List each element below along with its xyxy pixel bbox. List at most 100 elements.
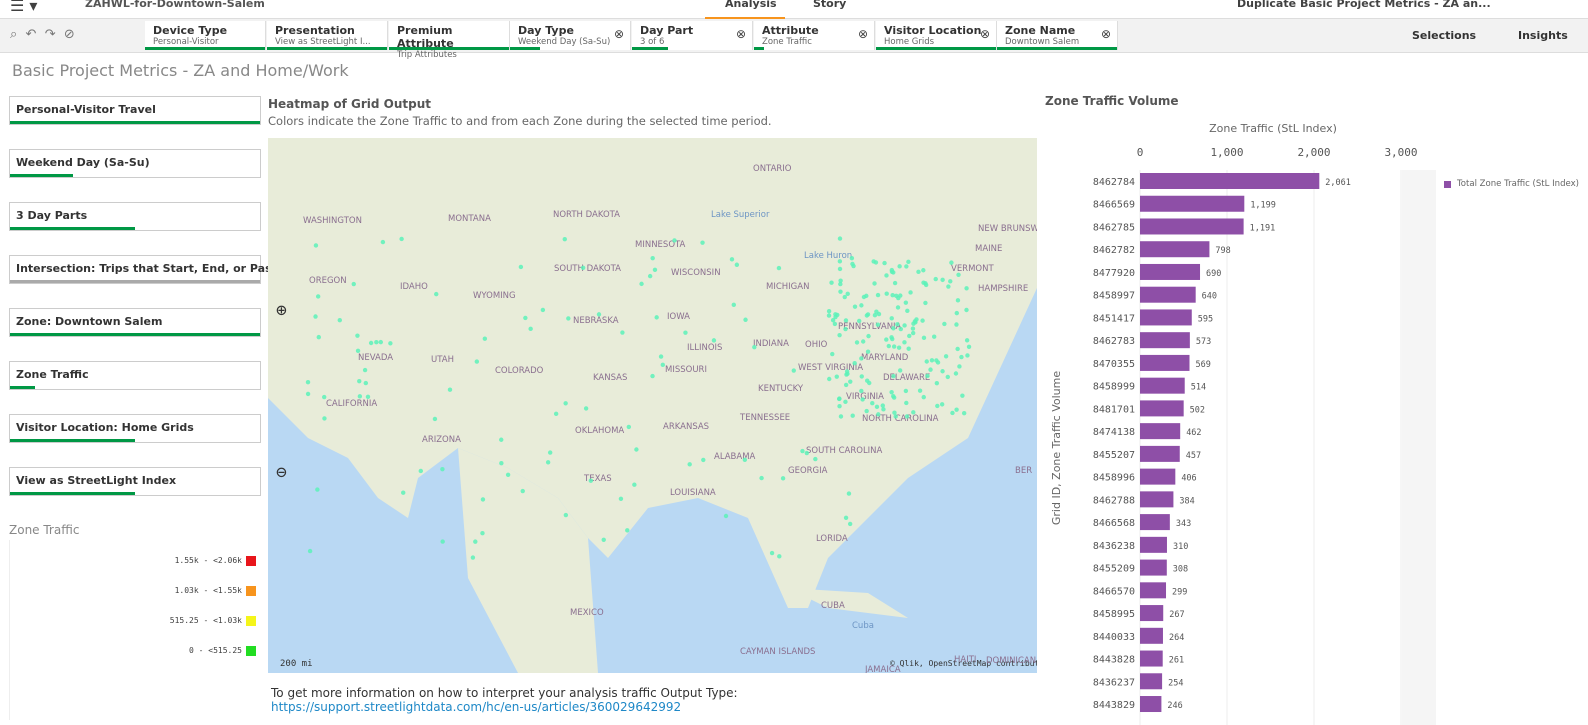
map-point bbox=[355, 348, 361, 354]
filter-chip[interactable]: Zone Name Downtown Salem ⊗ bbox=[997, 21, 1118, 50]
map-point bbox=[940, 369, 945, 374]
y-axis-title: Grid ID, Zone Traffic Volume bbox=[1050, 371, 1063, 525]
filter-progress bbox=[510, 47, 540, 50]
menu-button[interactable]: ☰ ▾ bbox=[10, 0, 38, 15]
bar bbox=[1140, 332, 1190, 349]
map-point bbox=[322, 394, 327, 400]
clear-button[interactable]: ⊗ bbox=[613, 27, 624, 41]
tab[interactable]: Story bbox=[813, 0, 847, 10]
value-label: 690 bbox=[1206, 269, 1221, 279]
y-tick-label: 8462783 bbox=[1093, 336, 1135, 347]
map-point bbox=[957, 364, 962, 369]
bar bbox=[1140, 491, 1174, 508]
filter-chip[interactable]: Day Part 3 of 6 ⊗ bbox=[632, 21, 753, 50]
map-point bbox=[943, 354, 949, 359]
filter-chip[interactable]: Premium Attribute Trip Attributes bbox=[389, 21, 510, 60]
scrollbar[interactable] bbox=[1402, 170, 1436, 725]
map-point bbox=[687, 462, 692, 467]
y-tick-label: 8440033 bbox=[1093, 632, 1135, 643]
map-point bbox=[368, 340, 374, 346]
map-label: SOUTH CAROLINA bbox=[806, 446, 883, 456]
sidebar-item[interactable]: Personal-Visitor Travel bbox=[9, 96, 261, 125]
map-point bbox=[864, 408, 869, 414]
zoom-out[interactable]: ⊖ bbox=[276, 462, 287, 483]
chart-title: Zone Traffic Volume bbox=[1045, 94, 1179, 108]
clear-button[interactable]: ⊗ bbox=[857, 27, 868, 41]
insights-button[interactable]: Insights bbox=[1518, 29, 1568, 42]
tab[interactable]: Analysis bbox=[725, 0, 777, 10]
map-point bbox=[836, 396, 842, 402]
map-label: OREGON bbox=[309, 276, 347, 286]
sidebar-item[interactable]: Visitor Location: Home Grids bbox=[9, 414, 261, 443]
filter-value: Zone Traffic bbox=[762, 37, 812, 47]
map-point bbox=[884, 291, 889, 296]
value-label: 595 bbox=[1198, 314, 1213, 324]
legend-swatch bbox=[246, 646, 256, 656]
map-point bbox=[914, 317, 919, 322]
map-point bbox=[566, 316, 571, 321]
bar bbox=[1140, 445, 1180, 462]
x-tick-label: 0 bbox=[1137, 146, 1144, 159]
map-point bbox=[731, 302, 736, 308]
bar bbox=[1140, 673, 1163, 690]
map-point bbox=[896, 345, 902, 350]
clear-button[interactable]: ⊗ bbox=[735, 27, 746, 41]
map-point bbox=[956, 272, 961, 277]
map-point bbox=[777, 554, 782, 559]
filter-chip[interactable]: Presentation View as StreetLight I... bbox=[267, 21, 388, 50]
zoom-in[interactable]: ⊕ bbox=[276, 300, 287, 321]
map-label: COLORADO bbox=[495, 366, 544, 376]
map-point bbox=[934, 358, 939, 363]
map-point bbox=[480, 531, 485, 536]
map-label: TEXAS bbox=[583, 474, 612, 484]
y-tick-label: 8458995 bbox=[1093, 609, 1135, 620]
map-label: ARIZONA bbox=[422, 435, 461, 445]
map-point bbox=[563, 512, 569, 518]
map-label: MISSOURI bbox=[665, 365, 707, 375]
map-point bbox=[865, 349, 871, 354]
map-point bbox=[928, 367, 933, 372]
bar bbox=[1140, 696, 1162, 713]
page-title: Basic Project Metrics - ZA and Home/Work bbox=[12, 61, 349, 80]
toolbar-icons[interactable]: ⌕ ↶ ↷ ⊘ bbox=[10, 27, 75, 42]
value-label: 1,191 bbox=[1250, 223, 1276, 233]
sidebar-item[interactable]: 3 Day Parts bbox=[9, 202, 261, 231]
map-point bbox=[634, 447, 639, 452]
map-point bbox=[955, 298, 961, 303]
map-point bbox=[843, 515, 849, 520]
filter-chip[interactable]: Attribute Zone Traffic ⊗ bbox=[754, 21, 875, 50]
filter-chip[interactable]: Day Type Weekend Day (Sa-Su) ⊗ bbox=[510, 21, 631, 50]
sidebar-item[interactable]: Zone: Downtown Salem bbox=[9, 308, 261, 337]
map-point bbox=[966, 344, 972, 349]
footer-link[interactable]: https://support.streetlightdata.com/hc/e… bbox=[271, 700, 682, 714]
filter-label: Presentation bbox=[275, 24, 355, 37]
sidebar-item[interactable]: View as StreetLight Index bbox=[9, 467, 261, 496]
sidebar-progress bbox=[10, 227, 135, 230]
filter-chip[interactable]: Device Type Personal-Visitor bbox=[145, 21, 266, 50]
sheet-name[interactable]: Basic Project Metrics - ZA an... bbox=[1300, 0, 1491, 10]
sidebar-item[interactable]: Intersection: Trips that Start, End, or … bbox=[9, 255, 322, 284]
map-point bbox=[873, 260, 879, 265]
sidebar-item[interactable]: Weekend Day (Sa-Su) bbox=[9, 149, 261, 178]
map-point bbox=[833, 312, 838, 317]
duplicate-button[interactable]: Duplicate bbox=[1237, 0, 1297, 10]
map[interactable]: 200 mi © Qlik, OpenStreetMap contributor… bbox=[268, 138, 1037, 673]
map-point bbox=[954, 407, 959, 412]
map-point bbox=[826, 313, 832, 318]
map-point bbox=[845, 291, 850, 297]
bar bbox=[1140, 400, 1184, 417]
clear-button[interactable]: ⊗ bbox=[1100, 27, 1111, 41]
map-point bbox=[351, 281, 356, 287]
selections-button[interactable]: Selections bbox=[1412, 29, 1477, 42]
map-point bbox=[596, 312, 602, 317]
legend-swatch bbox=[246, 556, 256, 566]
map-point bbox=[861, 294, 867, 300]
y-tick-label: 8477920 bbox=[1093, 268, 1135, 279]
filter-value: View as StreetLight I... bbox=[275, 37, 371, 47]
bar bbox=[1140, 514, 1170, 531]
filter-chip[interactable]: Visitor Location Home Grids ⊗ bbox=[876, 21, 997, 50]
sidebar-item[interactable]: Zone Traffic bbox=[9, 361, 261, 390]
clear-button[interactable]: ⊗ bbox=[979, 27, 990, 41]
map-point bbox=[908, 290, 913, 295]
map-point bbox=[378, 339, 383, 345]
